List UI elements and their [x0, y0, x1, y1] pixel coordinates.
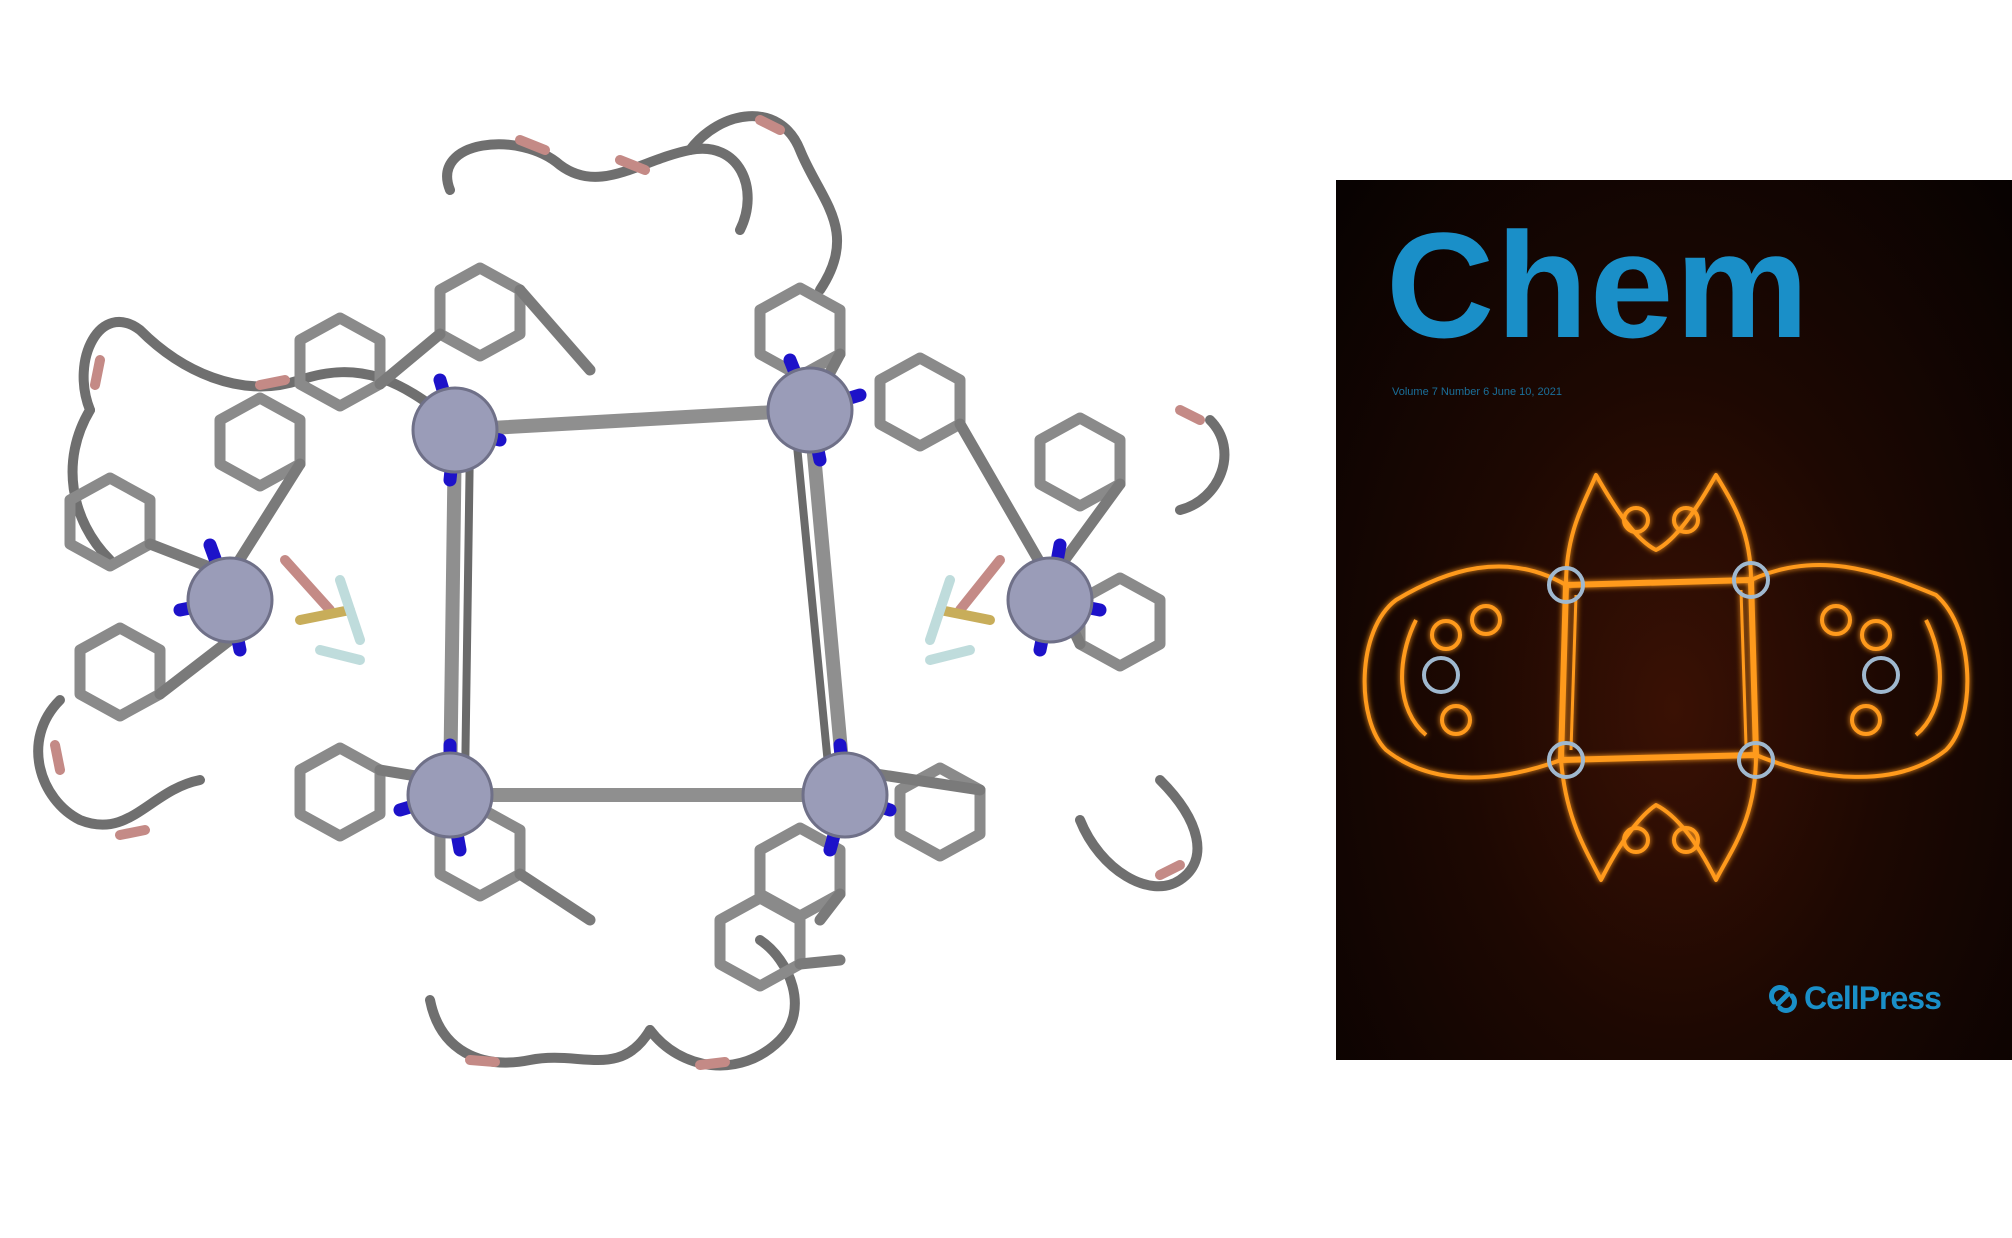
- cellpress-logo-icon: [1769, 984, 1797, 1013]
- cover-artwork: [1362, 473, 1970, 882]
- journal-title: Chem: [1386, 201, 1811, 369]
- publisher-name: CellPress: [1804, 980, 1942, 1016]
- molecular-structure: [33, 111, 1230, 1071]
- metal-centres: [186, 366, 1094, 839]
- linker-bonds: [144, 284, 1126, 970]
- publisher-logo: CellPress: [1766, 980, 1942, 1017]
- guest-anions: [280, 555, 1005, 665]
- metal-rings: [1422, 561, 1900, 779]
- issue-line: Volume 7 Number 6 June 10, 2021: [1392, 386, 1563, 398]
- oxygen-segments: [50, 115, 1205, 1070]
- journal-cover: Chem Volume 7 Number 6 June 10, 2021: [1336, 180, 2012, 1060]
- square-frame: [443, 403, 852, 802]
